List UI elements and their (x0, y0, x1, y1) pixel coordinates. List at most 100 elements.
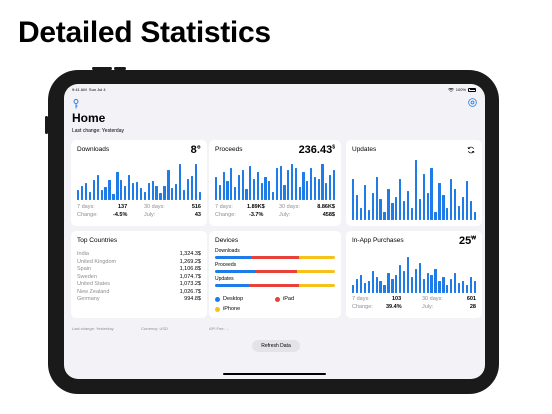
legend-iphone: iPhone (215, 306, 240, 312)
chart-bar (268, 180, 271, 200)
chart-bar (387, 273, 390, 293)
country-value: 994.8$ (184, 296, 201, 302)
chart-bar (84, 183, 88, 200)
country-row: Spain 1,106.8$ (77, 266, 201, 274)
stat-value: 43 (194, 212, 201, 218)
stat-value: 28 (469, 304, 476, 310)
status-time: 9:41 AM (72, 87, 87, 92)
chart-bar (363, 283, 367, 293)
last-change-label: Last change: Yesterday (72, 128, 124, 134)
proceeds-card[interactable]: Proceeds 236.43$ 7 days: 1.89K$ 30 days:… (209, 140, 341, 226)
chart-bar (367, 281, 371, 293)
iap-value-number: 25 (459, 235, 472, 247)
footer-last-change: Last change: Yesterday (72, 326, 114, 331)
chart-bar (391, 279, 394, 293)
chart-bar (283, 185, 286, 200)
country-name: Spain (77, 266, 92, 272)
refresh-data-button[interactable]: Refresh Data (252, 340, 300, 352)
chart-bar (453, 188, 457, 220)
country-name: Germany (77, 296, 100, 302)
chart-bar (264, 176, 267, 200)
device-segment-desktop (215, 256, 251, 259)
status-date: Sun Jul 4 (88, 87, 106, 92)
chart-bar (371, 193, 374, 220)
settings-icon[interactable] (468, 98, 477, 107)
chart-bar (355, 279, 359, 293)
chart-bar (120, 180, 123, 200)
iap-value: 25₩ (459, 235, 476, 247)
chart-bar (355, 195, 359, 220)
chart-bar (422, 174, 425, 220)
chart-bar (430, 168, 433, 220)
chart-bar (446, 207, 449, 220)
chart-bar (241, 170, 244, 200)
chart-bar (88, 192, 92, 200)
top-countries-card[interactable]: Top Countries India 1,324.3$ United Kingd… (71, 231, 207, 318)
chart-bar (402, 271, 406, 293)
refresh-icon[interactable] (467, 146, 475, 154)
chart-bar (249, 166, 252, 200)
chart-bar (406, 191, 410, 220)
stat-label: Change: (77, 212, 98, 218)
device-split-bar (215, 284, 335, 287)
stat-value: 8.86K$ (317, 204, 335, 210)
downloads-value: 8⊕ (191, 144, 201, 156)
iap-title: In-App Purchases (352, 237, 404, 244)
stat-value: -4.5% (113, 212, 128, 218)
device-segment-desktop (215, 284, 249, 287)
stat-label: 7 days: (215, 204, 233, 210)
chart-bar (135, 182, 139, 200)
devices-card[interactable]: Devices Downloads Proceeds Updates Deskt… (209, 231, 341, 318)
stat-label: July: (422, 304, 434, 310)
chart-bar (391, 203, 394, 220)
chart-bar (190, 176, 194, 200)
chart-bar (252, 178, 256, 200)
chart-bar (218, 185, 221, 200)
device-split-bar (215, 270, 335, 273)
footer-currency: Currency: USD (141, 326, 168, 331)
chart-bar (302, 172, 305, 200)
in-app-purchases-card[interactable]: In-App Purchases 25₩ 7 days: 103 30 days… (346, 231, 482, 318)
stats-row: Change: -3.7% July: 458$ (215, 212, 335, 220)
chart-bar (465, 180, 469, 220)
downloads-bars (77, 164, 201, 200)
home-indicator[interactable] (223, 373, 326, 375)
stats-row: Change: 39.4% July: 28 (352, 304, 476, 312)
chart-bar (245, 189, 248, 200)
chart-bar (230, 168, 233, 200)
chart-bar (325, 183, 328, 200)
proceeds-value: 236.43$ (299, 144, 335, 156)
chart-bar (215, 176, 218, 200)
stats-row: 7 days: 1.89K$ 30 days: 8.86K$ (215, 204, 335, 212)
chart-bar (279, 166, 282, 200)
device-segment-desktop (215, 270, 256, 273)
chart-bar (399, 265, 402, 293)
chart-bar (399, 178, 402, 220)
legend-label: iPhone (223, 306, 241, 312)
country-row: New Zealand 1,026.7$ (77, 289, 201, 297)
chart-bar (298, 187, 301, 200)
chart-bar (457, 205, 461, 220)
chart-bar (410, 277, 414, 293)
downloads-card[interactable]: Downloads 8⊕ 7 days: 137 30 days: 516 Ch… (71, 140, 207, 226)
key-icon[interactable] (72, 99, 80, 109)
chart-bar (108, 180, 111, 200)
chart-bar (430, 275, 433, 293)
stat-label: 7 days: (352, 296, 370, 302)
country-value: 1,324.3$ (179, 251, 201, 257)
chart-bar (163, 186, 166, 200)
country-row: United States 1,073.2$ (77, 281, 201, 289)
stat-label: 30 days: (422, 296, 443, 302)
chart-bar (124, 186, 127, 200)
chart-bar (182, 190, 186, 200)
updates-card[interactable]: Updates (346, 140, 482, 226)
country-row: India 1,324.3$ (77, 251, 201, 259)
chart-bar (438, 281, 441, 293)
top-countries-title: Top Countries (77, 237, 118, 244)
stat-label: July: (279, 212, 291, 218)
device-segment-iphone (299, 256, 335, 259)
proceeds-value-symbol: $ (332, 144, 335, 151)
chart-bar (450, 279, 453, 293)
chart-bar (186, 179, 190, 200)
stats-row: 7 days: 137 30 days: 516 (77, 204, 201, 212)
